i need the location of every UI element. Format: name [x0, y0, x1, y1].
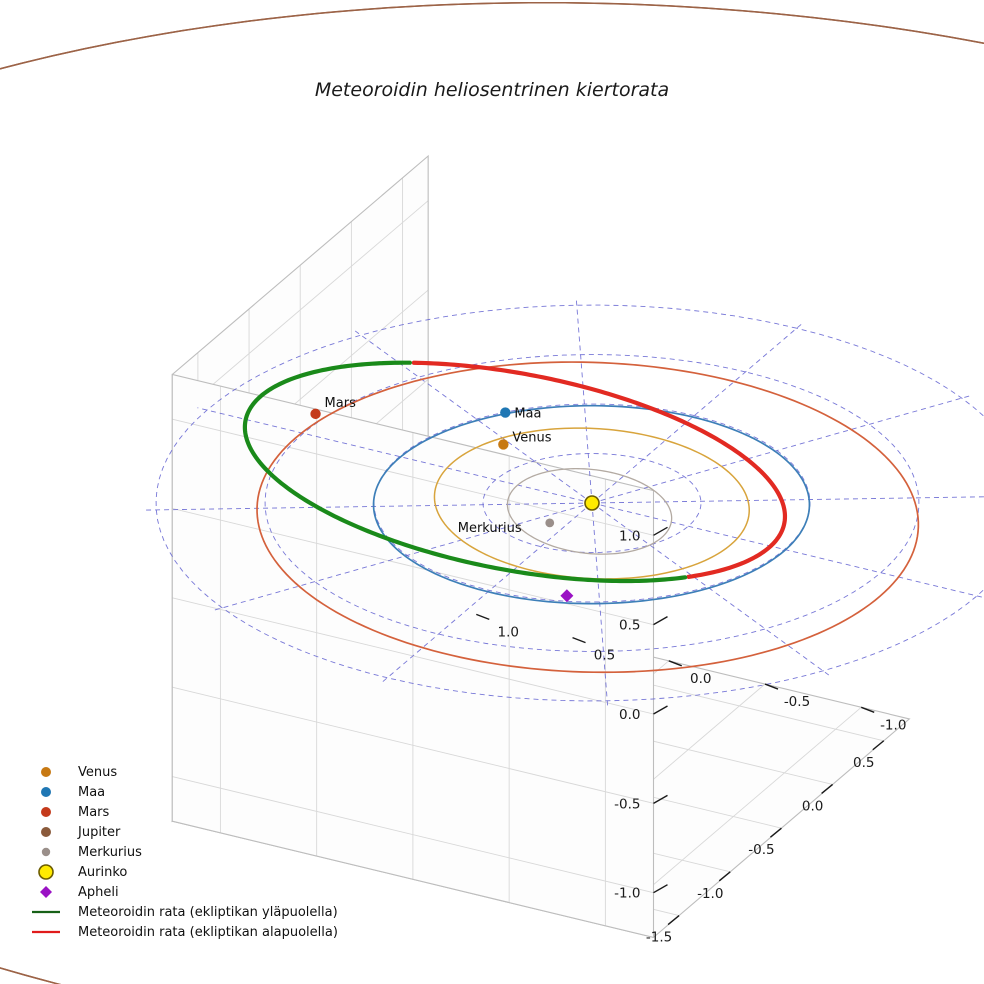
legend-label: Meteoroidin rata (ekliptikan yläpuolella… [78, 905, 338, 920]
x-tick-4: 0.5 [853, 755, 874, 771]
label-venus: Venus [512, 430, 551, 445]
x-tick-0: -1.5 [646, 930, 672, 946]
y-tick-0: -1.0 [880, 717, 906, 733]
meteoroid-below-ecliptic [411, 360, 788, 566]
label-mars: Mars [325, 396, 357, 411]
z-tick-0: 1.0 [619, 528, 640, 544]
meteoroid-below-ecliptic [686, 561, 744, 579]
y-tick-3: 0.5 [594, 648, 615, 664]
legend-label: Aurinko [78, 865, 127, 880]
legend-hit-area[interactable] [30, 884, 330, 902]
orbit-maa [372, 404, 811, 605]
z-tick-3: -0.5 [614, 796, 640, 812]
x-tick-1-tickmark [718, 871, 731, 882]
legend-label: Merkurius [78, 845, 142, 860]
legend-circle-swatch [41, 827, 51, 837]
legend-label: Apheli [78, 885, 119, 900]
legend[interactable]: Venus Maa Mars Jupiter Merkurius Aurinko Aphel… [30, 764, 338, 942]
z-tick-0-tickmark [653, 526, 668, 536]
marker-apheli [560, 589, 574, 603]
x-tick-4-tickmark [872, 740, 885, 751]
body-annotations: Mars Venus Maa Merkurius [325, 396, 552, 536]
axes-panes [171, 154, 911, 939]
legend-circle-swatch [38, 864, 54, 880]
legend-hit-area[interactable] [30, 844, 330, 862]
z-tick-2-tickmark [653, 705, 668, 715]
legend-hit-area[interactable] [30, 864, 330, 882]
legend-item-meteoroidin[interactable]: Meteoroidin rata (ekliptikan yläpuolella… [30, 904, 338, 922]
legend-hit-area[interactable] [30, 804, 330, 822]
legend-item-aurinko[interactable]: Aurinko [30, 864, 330, 882]
y-tick-2: 0.0 [690, 671, 711, 687]
legend-label: Jupiter [77, 825, 121, 840]
marker-mars [310, 408, 321, 420]
meteoroid-orbit [242, 360, 788, 584]
x-tick-0-tickmark [667, 914, 680, 926]
label-merkurius: Merkurius [458, 521, 522, 536]
z-tick-1: 0.5 [619, 618, 640, 634]
label-maa: Maa [514, 407, 541, 422]
page-title: Meteoroidin heliosentrinen kiertorata [315, 79, 669, 101]
legend-item-meteoroidin[interactable]: Meteoroidin rata (ekliptikan alapuolella… [30, 924, 338, 942]
y-tick-4-tickmark [476, 613, 490, 621]
y-tick-0-tickmark [860, 706, 875, 713]
legend-item-mars[interactable]: Mars [30, 804, 330, 822]
x-tick-2: -0.5 [748, 842, 774, 858]
marker-venus [498, 439, 509, 450]
legend-circle-swatch [41, 807, 51, 817]
z-tick-4-tickmark [653, 884, 668, 894]
legend-item-jupiter[interactable]: Jupiter [30, 824, 330, 842]
marker-merkurius [545, 518, 555, 528]
legend-hit-area[interactable] [30, 784, 330, 802]
legend-circle-swatch [41, 787, 51, 797]
legend-diamond-swatch [40, 886, 52, 898]
legend-hit-area[interactable] [30, 824, 330, 842]
y-tick-1: -0.5 [784, 694, 810, 710]
legend-label: Meteoroidin rata (ekliptikan alapuolella… [78, 925, 338, 940]
legend-label: Mars [78, 805, 110, 820]
marker-aurinko [584, 495, 600, 511]
y-tick-4: 1.0 [498, 624, 519, 640]
orbit-merkurius [506, 468, 673, 555]
legend-label: Maa [78, 785, 105, 800]
x-tick-3: 0.0 [802, 798, 823, 814]
orbit-mars [256, 361, 920, 674]
x-tick-2-tickmark [769, 827, 782, 838]
legend-circle-swatch [41, 767, 51, 777]
meteoroid-above-ecliptic [242, 360, 688, 584]
z-tick-4: -1.0 [614, 886, 640, 902]
x-tick-1: -1.0 [697, 886, 723, 902]
legend-circle-swatch [41, 847, 51, 857]
marker-maa [500, 407, 511, 418]
legend-item-maa[interactable]: Maa [30, 784, 330, 802]
legend-item-apheli[interactable]: Apheli [30, 884, 330, 902]
y-tick-3-tickmark [572, 636, 586, 644]
z-tick-1-tickmark [653, 616, 668, 626]
legend-item-merkurius[interactable]: Merkurius [30, 844, 330, 862]
z-tick-2: 0.0 [619, 707, 640, 723]
axis-ticks: -1.5 -1.0 -0.5 0.0 0.5 -1.0 -0.5 0.0 0.5 1.0 1.0 0.… [476, 526, 906, 946]
y-tick-1-tickmark [764, 683, 779, 690]
y-tick-2-tickmark [668, 660, 683, 667]
x-tick-3-tickmark [821, 783, 834, 794]
body-markers [310, 407, 600, 603]
z-tick-3-tickmark [653, 794, 668, 804]
legend-label: Venus [78, 765, 117, 780]
legend-hit-area[interactable] [30, 764, 330, 782]
legend-item-venus[interactable]: Venus [30, 764, 330, 782]
